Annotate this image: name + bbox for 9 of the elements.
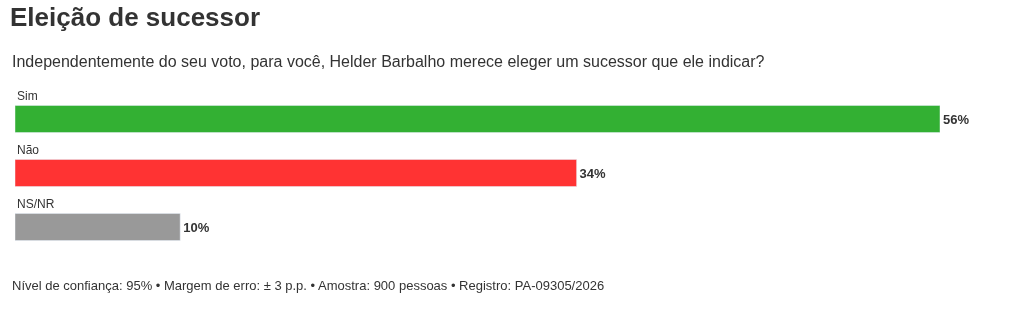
data-label: 34% <box>579 165 607 181</box>
text: Nível de confiança: 95% • Margem de erro: ± 3 p.p. • Amostra: 900 pessoas • Registro: PA-09305/2026 <box>12 278 605 293</box>
y-tick-label: Sim <box>17 89 38 103</box>
y-tick-label: NS/NR <box>17 197 55 211</box>
data-label: 56% <box>943 111 970 127</box>
data-label: 10% <box>183 219 210 235</box>
chart-subtitle: Independentemente do seu voto, para você, Helder Barbalho merece eleger um sucessor que ele indicar? <box>12 53 765 70</box>
chart-title: Eleição de sucessor <box>10 2 261 33</box>
y-tick-label: Não <box>17 143 40 157</box>
